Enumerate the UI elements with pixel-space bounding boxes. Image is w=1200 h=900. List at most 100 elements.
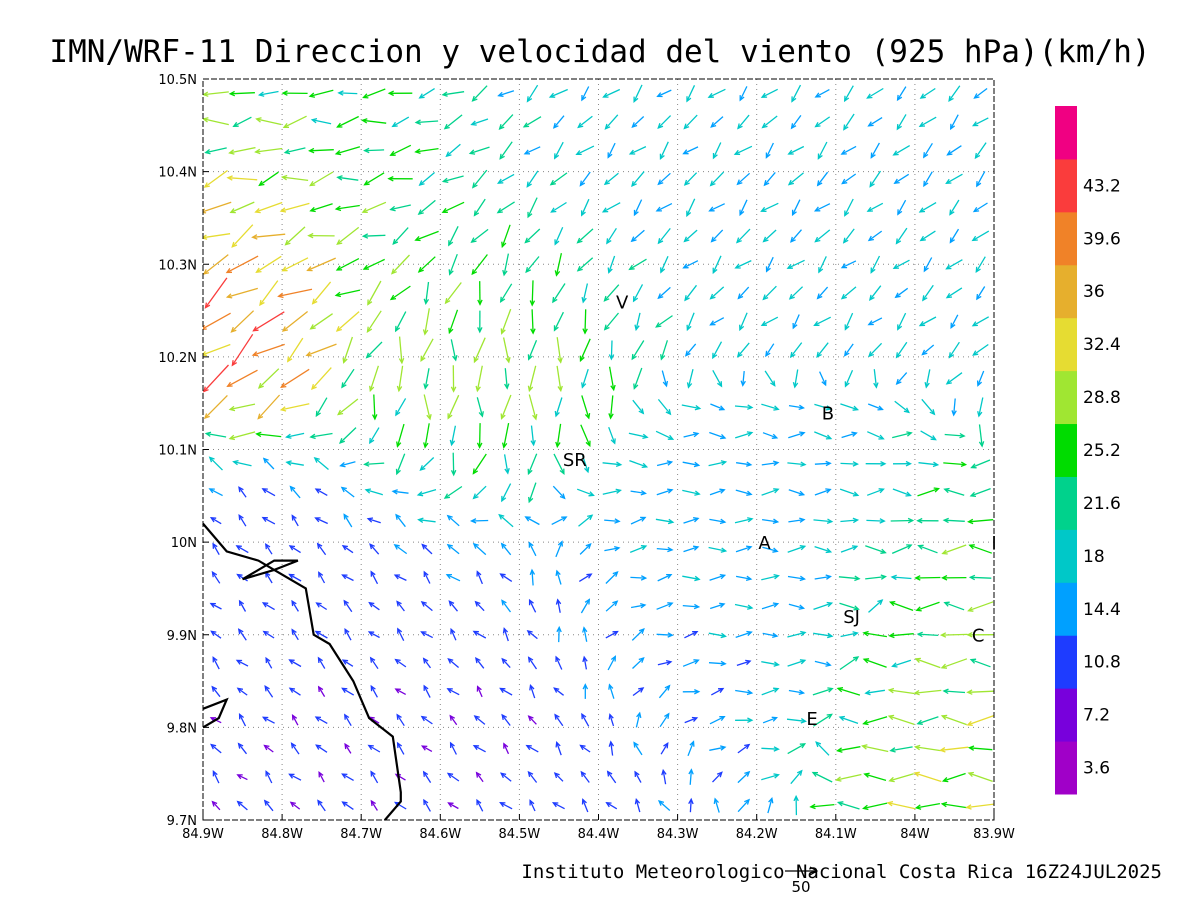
wind-vector	[211, 570, 221, 584]
wind-vector	[813, 713, 833, 727]
wind-vector	[892, 488, 912, 497]
wind-vector	[976, 171, 986, 188]
wind-vector	[341, 544, 354, 554]
wind-vector	[739, 312, 748, 332]
wind-vector	[891, 544, 913, 554]
wind-vector	[389, 204, 411, 212]
wind-vector	[712, 142, 722, 160]
wind-vector	[553, 453, 565, 475]
wind-vector	[787, 743, 807, 755]
wind-vector	[396, 365, 404, 393]
wind-vector	[367, 280, 382, 306]
wind-vector	[682, 461, 701, 468]
wind-vector	[501, 713, 511, 726]
wind-vector	[844, 198, 854, 217]
wind-vector	[656, 602, 674, 610]
wind-vector	[366, 517, 381, 524]
wind-vector	[441, 91, 465, 97]
colorbar-segment	[1055, 158, 1077, 213]
wind-vector	[525, 256, 540, 274]
wind-vector	[549, 172, 568, 186]
wind-vector	[238, 486, 247, 498]
wind-vector	[712, 255, 722, 275]
wind-vector	[896, 114, 907, 131]
wind-vector	[887, 687, 915, 695]
wind-vector	[255, 255, 282, 274]
x-tick-label: 84.9W	[182, 827, 224, 842]
wind-vector	[551, 516, 568, 525]
wind-vector	[887, 714, 915, 726]
wind-vector	[656, 89, 672, 98]
colorbar-label: 18	[1083, 547, 1105, 567]
wind-vector	[556, 365, 563, 393]
wind-vector	[576, 257, 594, 272]
wind-vector	[949, 199, 960, 216]
wind-vector	[788, 517, 806, 523]
wind-vector	[739, 86, 748, 102]
wind-vector	[392, 227, 409, 246]
wind-vector	[550, 201, 567, 213]
wind-vector	[688, 797, 694, 813]
wind-vector	[423, 281, 430, 305]
wind-vector	[422, 308, 430, 336]
x-tick-label: 84.4W	[578, 827, 620, 842]
wind-vector	[502, 627, 509, 642]
wind-vector	[500, 394, 512, 420]
wind-vector	[450, 452, 457, 477]
wind-vector	[788, 431, 806, 439]
wind-vector	[762, 432, 779, 439]
wind-vector	[361, 233, 386, 239]
x-tick-label: 84.1W	[815, 827, 857, 842]
wind-vector	[630, 490, 647, 496]
wind-vector	[708, 203, 725, 212]
wind-vector	[737, 770, 751, 784]
wind-vector	[836, 687, 861, 696]
wind-vector	[840, 260, 857, 269]
wind-vector	[684, 343, 697, 357]
wind-vector	[787, 630, 807, 638]
wind-vector	[363, 147, 385, 154]
wind-vector	[630, 575, 648, 581]
colorbar-segment	[1055, 211, 1077, 266]
wind-vector	[761, 573, 780, 581]
wind-vector	[787, 659, 807, 667]
wind-vector	[739, 199, 748, 217]
wind-vector	[527, 453, 538, 476]
wind-vector	[973, 87, 988, 99]
wind-vector	[553, 687, 564, 696]
wind-vector	[203, 233, 231, 240]
wind-vector	[362, 258, 385, 270]
wind-vector	[418, 172, 436, 186]
wind-vector	[919, 87, 936, 99]
wind-vector	[447, 802, 459, 810]
colorbar-segment	[1055, 688, 1077, 742]
wind-vector	[605, 570, 619, 584]
wind-vector	[226, 369, 258, 388]
wind-vector	[972, 202, 988, 213]
wind-vector	[473, 715, 486, 725]
wind-vector	[417, 199, 436, 216]
wind-vector	[942, 688, 966, 695]
wind-vector	[369, 427, 380, 445]
wind-vector	[765, 343, 775, 358]
wind-vector	[529, 568, 536, 586]
wind-vector	[499, 687, 513, 696]
wind-vector	[203, 312, 231, 330]
wind-vector	[967, 771, 993, 783]
wind-vector	[279, 403, 310, 412]
wind-vector	[580, 598, 591, 614]
wind-vector	[890, 574, 912, 581]
wind-vector	[894, 400, 910, 414]
wind-vector	[814, 431, 833, 440]
wind-vector	[472, 485, 487, 500]
wind-vector	[895, 372, 908, 386]
wind-vector	[873, 369, 879, 389]
wind-vector	[580, 424, 591, 448]
wind-vector	[683, 114, 698, 130]
wind-vector	[448, 226, 459, 247]
wind-vector	[812, 687, 834, 696]
wind-vector	[527, 339, 538, 361]
wind-vector	[740, 371, 746, 387]
wind-vector	[681, 404, 702, 411]
wind-vector	[813, 203, 831, 212]
